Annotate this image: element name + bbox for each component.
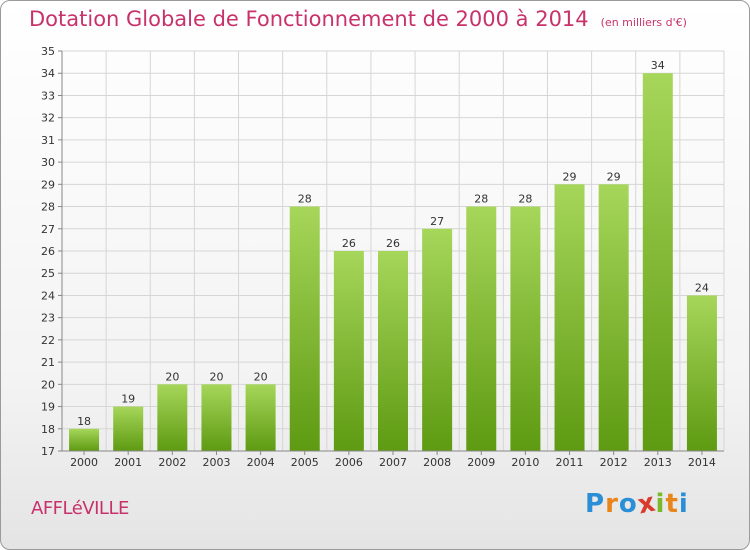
- bar-2010: [510, 206, 541, 451]
- x-tick-label: 2006: [335, 456, 363, 469]
- data-label-2013: 34: [651, 59, 665, 72]
- x-tick-label: 2011: [556, 456, 584, 469]
- y-tick-label: 33: [41, 89, 55, 102]
- title-row: Dotation Globale de Fonctionnement de 20…: [29, 7, 687, 31]
- bar-2008: [422, 228, 453, 451]
- y-tick-label: 24: [41, 289, 55, 302]
- data-label-2008: 27: [430, 215, 444, 228]
- x-tick-label: 2008: [423, 456, 451, 469]
- data-label-2000: 18: [77, 415, 91, 428]
- data-label-2010: 28: [518, 193, 532, 206]
- y-tick-label: 32: [41, 112, 55, 125]
- x-tick-label: 2009: [467, 456, 495, 469]
- bar-2003: [201, 384, 232, 451]
- x-tick-label: 2001: [114, 456, 142, 469]
- y-tick-label: 28: [41, 201, 55, 214]
- y-tick-label: 20: [41, 378, 55, 391]
- x-tick-label: 2007: [379, 456, 407, 469]
- data-label-2004: 20: [254, 370, 268, 383]
- commune-name: AFFLéVILLE: [31, 498, 129, 519]
- bar-2009: [466, 206, 497, 451]
- bar-2007: [378, 251, 408, 451]
- chart-unit: (en milliers d'€): [600, 16, 687, 29]
- x-tick-label: 2013: [644, 456, 672, 469]
- y-tick-label: 22: [41, 334, 55, 347]
- bar-2000: [69, 428, 100, 451]
- bar-2012: [598, 184, 629, 452]
- logo-letter: i: [678, 489, 689, 519]
- data-label-2009: 28: [474, 193, 488, 206]
- data-label-2014: 24: [695, 281, 709, 294]
- y-tick-label: 18: [41, 423, 55, 436]
- data-label-2003: 20: [209, 370, 223, 383]
- bar-2006: [333, 251, 364, 451]
- axis-layer: 17 18 19 20 21 22 23 24 25 26 27 28 29 30 31 32 33 34 35 20…: [41, 45, 724, 469]
- bar-2004: [245, 384, 276, 451]
- logo-letter: P: [585, 489, 606, 519]
- y-tick-label: 23: [41, 312, 55, 325]
- x-tick-label: 2012: [600, 456, 628, 469]
- x-tick-label: 2014: [688, 456, 716, 469]
- y-tick-label: 19: [41, 401, 55, 414]
- bar-2002: [157, 384, 188, 451]
- x-tick-label: 2002: [158, 456, 186, 469]
- data-label-2006: 26: [342, 237, 356, 250]
- chart-title: Dotation Globale de Fonctionnement de 20…: [29, 7, 589, 31]
- proxiti-logo: Proxiti: [585, 487, 689, 520]
- y-tick-label: 31: [41, 134, 55, 147]
- y-tick-label: 21: [41, 356, 55, 369]
- x-tick-label: 2000: [70, 456, 98, 469]
- x-tick-label: 2004: [247, 456, 275, 469]
- x-tick-label: 2005: [291, 456, 319, 469]
- x-tick-label: 2003: [202, 456, 230, 469]
- bar-2013: [642, 73, 673, 451]
- logo-letter: o: [618, 489, 638, 519]
- y-tick-label: 25: [41, 267, 55, 280]
- data-label-2002: 20: [165, 370, 179, 383]
- y-tick-label: 30: [41, 156, 55, 169]
- logo-letter: i: [655, 489, 666, 519]
- data-label-2007: 26: [386, 237, 400, 250]
- y-tick-label: 29: [41, 178, 55, 191]
- bar-2011: [554, 184, 585, 452]
- bar-2001: [113, 406, 144, 451]
- logo-letter: r: [605, 489, 619, 519]
- logo-letter: t: [665, 489, 679, 519]
- bar-2014: [686, 295, 717, 451]
- data-label-2012: 29: [607, 170, 621, 183]
- data-label-2005: 28: [298, 193, 312, 206]
- bars-layer: 18 19 20 20 20 28 26 26 27 28 28 29 29 34 24: [69, 59, 717, 452]
- y-tick-label: 26: [41, 245, 55, 258]
- y-tick-label: 35: [41, 45, 55, 58]
- y-tick-label: 17: [41, 445, 55, 458]
- data-label-2001: 19: [121, 393, 135, 406]
- x-tick-label: 2010: [511, 456, 539, 469]
- data-label-2011: 29: [563, 170, 577, 183]
- y-tick-label: 27: [41, 223, 55, 236]
- y-tick-label: 34: [41, 67, 55, 80]
- bar-2005: [289, 206, 320, 451]
